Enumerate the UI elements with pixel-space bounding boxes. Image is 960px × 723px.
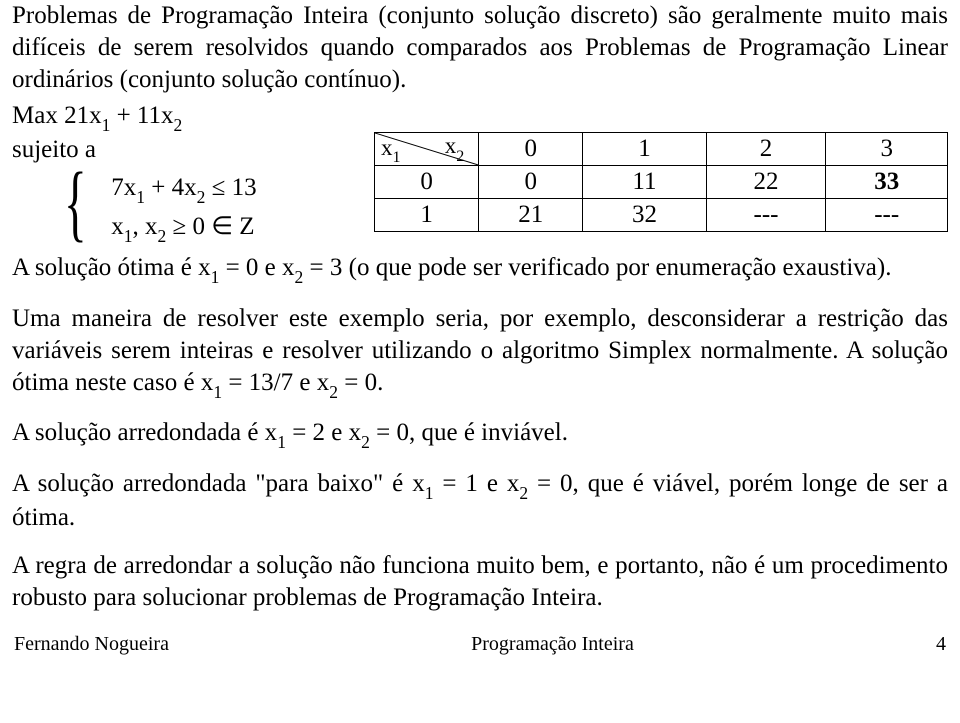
table-cell: 21 bbox=[479, 199, 583, 232]
table-row: 0 0 11 22 33 bbox=[375, 166, 948, 199]
c1-c: ≤ 13 bbox=[205, 174, 256, 201]
footer-author: Fernando Nogueira bbox=[14, 632, 169, 658]
c2-sub1: 1 bbox=[124, 226, 133, 246]
col-header: 1 bbox=[583, 133, 706, 166]
header-x2: x2 bbox=[445, 131, 465, 165]
sub-2: 2 bbox=[174, 115, 183, 135]
constraint-1: 7x1 + 4x2 ≤ 13 bbox=[111, 172, 256, 206]
solution-paragraph: A solução ótima é x1 = 0 e x2 = 3 (o que… bbox=[12, 252, 948, 286]
brace-icon: { bbox=[64, 162, 87, 242]
c1-sub2: 2 bbox=[197, 187, 206, 207]
constraint-2: x1, x2 ≥ 0 ∈ Z bbox=[111, 211, 256, 245]
table-cell: 22 bbox=[706, 166, 826, 199]
col-header: 3 bbox=[826, 133, 948, 166]
table-cell: 11 bbox=[583, 166, 706, 199]
problem-block: Max 21x1 + 11x2 sujeito a { 7x1 + 4x2 ≤ … bbox=[12, 100, 948, 248]
c2-a: x bbox=[111, 213, 124, 240]
table-cell: --- bbox=[706, 199, 826, 232]
enumeration-table: x2 x1 0 1 2 3 0 0 11 22 33 1 21 32 - bbox=[374, 132, 948, 232]
objective-line: Max 21x1 + 11x2 bbox=[12, 100, 948, 134]
rule-paragraph: A regra de arredondar a solução não func… bbox=[12, 550, 948, 614]
intro-paragraph: Problemas de Programação Inteira (conjun… bbox=[12, 0, 948, 96]
col-header: 2 bbox=[706, 133, 826, 166]
c1-sub1: 1 bbox=[136, 187, 145, 207]
obj-mid: + 11x bbox=[110, 102, 173, 129]
relaxation-paragraph: Uma maneira de resolver este exemplo ser… bbox=[12, 303, 948, 401]
c2-comma: , x bbox=[133, 213, 158, 240]
table-corner: x2 x1 bbox=[375, 133, 479, 166]
obj-prefix: Max 21x bbox=[12, 102, 102, 129]
c2-b: ≥ 0 ∈ Z bbox=[166, 213, 254, 240]
table-cell: --- bbox=[826, 199, 948, 232]
row-header: 0 bbox=[375, 166, 479, 199]
table-row: 1 21 32 --- --- bbox=[375, 199, 948, 232]
sub-1: 1 bbox=[102, 115, 111, 135]
page-footer: Fernando Nogueira Programação Inteira 4 bbox=[12, 632, 948, 658]
c1-b: + 4x bbox=[145, 174, 197, 201]
col-header: 0 bbox=[479, 133, 583, 166]
floor-paragraph: A solução arredondada "para baixo" é x1 … bbox=[12, 468, 948, 534]
c1-a: 7x bbox=[111, 174, 136, 201]
row-header: 1 bbox=[375, 199, 479, 232]
table-cell: 0 bbox=[479, 166, 583, 199]
footer-page-number: 4 bbox=[936, 632, 946, 658]
rounded-paragraph: A solução arredondada é x1 = 2 e x2 = 0,… bbox=[12, 417, 948, 451]
table-cell: 32 bbox=[583, 199, 706, 232]
footer-title: Programação Inteira bbox=[471, 632, 634, 658]
header-x1: x1 bbox=[381, 133, 401, 167]
c2-sub2: 2 bbox=[158, 226, 167, 246]
table-cell-optimal: 33 bbox=[826, 166, 948, 199]
